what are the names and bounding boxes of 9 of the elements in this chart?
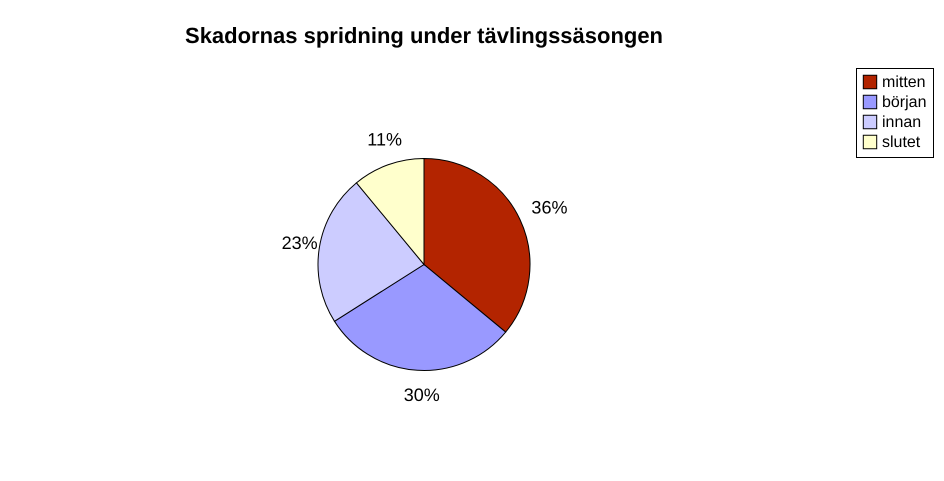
legend-label: slutet	[882, 134, 921, 151]
legend-label: mitten	[882, 74, 926, 91]
data-label: 30%	[404, 385, 440, 406]
data-label: 36%	[531, 197, 568, 218]
legend-label: början	[882, 94, 926, 111]
legend-label: innan	[882, 114, 922, 131]
data-label: 23%	[282, 232, 318, 253]
chart-title: Skadornas spridning under tävlingssäsongen	[185, 23, 663, 48]
data-label: 11%	[367, 129, 402, 150]
